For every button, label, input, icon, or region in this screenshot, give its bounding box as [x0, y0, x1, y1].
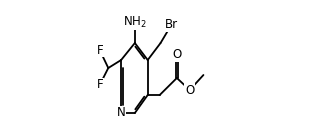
Text: F: F	[96, 43, 103, 56]
Text: O: O	[172, 48, 182, 62]
Text: Br: Br	[165, 18, 178, 31]
Text: NH$_2$: NH$_2$	[123, 14, 147, 30]
Text: O: O	[185, 83, 194, 96]
Text: F: F	[96, 79, 103, 91]
Text: N: N	[117, 107, 126, 120]
